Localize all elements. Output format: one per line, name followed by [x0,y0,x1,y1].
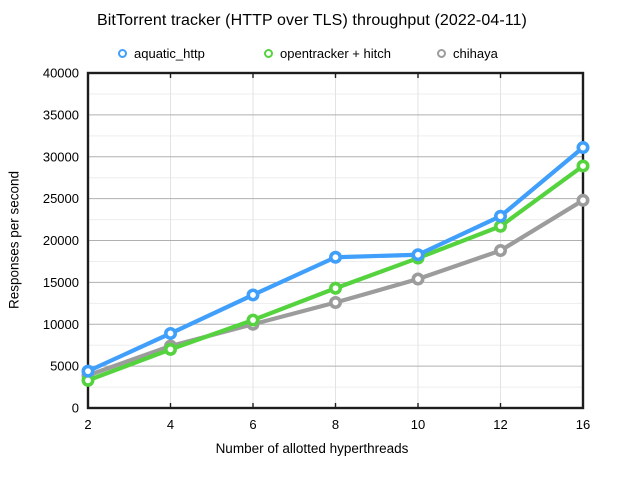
data-point-chihaya [576,193,590,207]
data-point-chihaya [328,295,342,309]
y-tick-label: 35000 [43,107,79,122]
legend-marker-circle-icon [437,49,446,58]
x-tick-label: 12 [493,417,507,432]
x-axis-title: Number of allotted hyperthreads [215,441,409,456]
x-tick-label: 16 [576,417,590,432]
y-tick-label: 40000 [43,66,79,81]
data-point-aquatic-http [493,209,507,223]
x-tick-label: 4 [167,417,174,432]
data-point-aquatic-http [328,250,342,264]
data-point-aquatic-http [246,288,260,302]
x-tick-label: 8 [332,417,339,432]
legend-item-chihaya: chihaya [437,45,498,62]
data-point-opentracker-hitch [164,342,178,356]
y-tick-label: 25000 [43,191,79,206]
data-point-chihaya [493,244,507,258]
y-tick-label: 0 [72,401,79,416]
legend-item-aquatic-http: aquatic_http [118,45,205,62]
data-point-aquatic-http [164,326,178,340]
data-point-opentracker-hitch [493,219,507,233]
chart-title: BitTorrent tracker (HTTP over TLS) throu… [97,12,527,29]
legend-label: chihaya [453,46,498,61]
legend-marker-circle-icon [264,49,273,58]
legend-label: opentracker + hitch [280,46,391,61]
data-point-opentracker-hitch [328,281,342,295]
legend-item-opentracker-hitch: opentracker + hitch [264,45,391,62]
y-tick-label: 5000 [50,359,79,374]
data-point-aquatic-http [576,141,590,155]
legend-label: aquatic_http [134,46,205,61]
x-tick-label: 6 [249,417,256,432]
data-point-aquatic-http [411,248,425,262]
y-tick-label: 20000 [43,233,79,248]
y-tick-label: 15000 [43,275,79,290]
data-point-opentracker-hitch [576,159,590,173]
x-tick-label: 10 [411,417,425,432]
data-point-aquatic-http [81,364,95,378]
data-point-chihaya [411,272,425,286]
y-tick-label: 10000 [43,317,79,332]
legend-marker-circle-icon [118,49,127,58]
y-tick-label: 30000 [43,149,79,164]
x-tick-label: 2 [84,417,91,432]
data-point-opentracker-hitch [246,313,260,327]
y-axis-title: Responses per second [6,170,22,310]
